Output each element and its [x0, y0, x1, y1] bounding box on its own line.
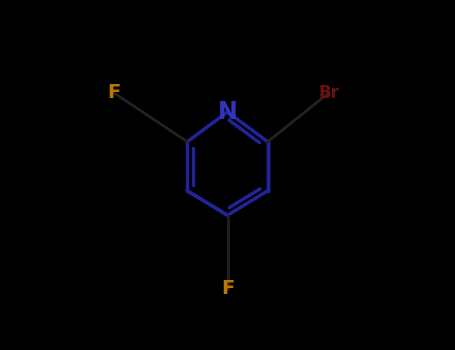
Text: F: F — [221, 279, 234, 298]
Text: F: F — [107, 83, 121, 102]
Text: N: N — [217, 100, 238, 124]
Text: Br: Br — [318, 84, 339, 102]
